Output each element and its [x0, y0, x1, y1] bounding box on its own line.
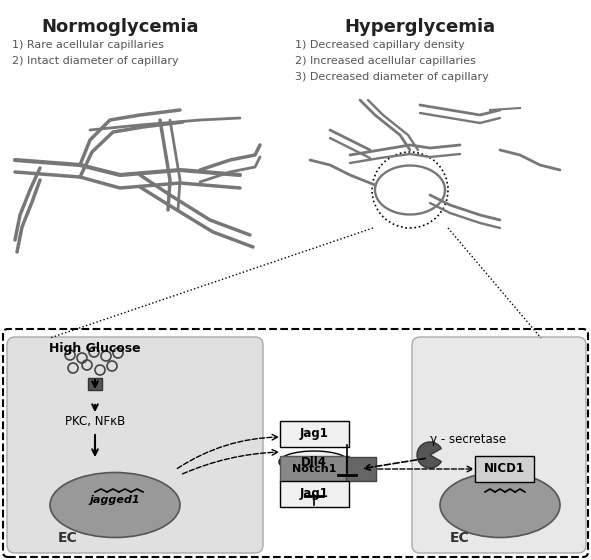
FancyBboxPatch shape [280, 481, 349, 507]
FancyBboxPatch shape [280, 421, 349, 447]
Text: NICD1: NICD1 [483, 463, 524, 475]
FancyBboxPatch shape [280, 456, 349, 482]
Text: PKC, NFκB: PKC, NFκB [65, 415, 125, 428]
Text: Hyperglycemia: Hyperglycemia [345, 18, 496, 36]
Ellipse shape [440, 473, 560, 538]
Text: 1) Rare acellular capillaries: 1) Rare acellular capillaries [12, 40, 164, 50]
Text: 2) Increased acellular capillaries: 2) Increased acellular capillaries [295, 56, 476, 66]
FancyBboxPatch shape [7, 337, 263, 553]
Text: High Glucose: High Glucose [49, 342, 141, 355]
Text: 3) Decreased diameter of capillary: 3) Decreased diameter of capillary [295, 72, 489, 82]
Text: EC: EC [450, 531, 470, 545]
Text: 2) Intact diameter of capillary: 2) Intact diameter of capillary [12, 56, 178, 66]
Text: Normoglycemia: Normoglycemia [41, 18, 199, 36]
Text: 1) Decreased capillary density: 1) Decreased capillary density [295, 40, 465, 50]
Text: Jag1: Jag1 [300, 427, 329, 441]
Text: jagged1: jagged1 [90, 495, 140, 505]
Wedge shape [417, 442, 441, 468]
FancyBboxPatch shape [412, 337, 586, 553]
Text: EC: EC [58, 531, 78, 545]
Ellipse shape [279, 451, 349, 473]
FancyBboxPatch shape [3, 329, 588, 557]
Text: Notch1: Notch1 [292, 464, 336, 474]
FancyBboxPatch shape [475, 456, 534, 482]
Text: Jag1: Jag1 [300, 488, 329, 501]
FancyBboxPatch shape [88, 378, 102, 390]
Text: γ - secretase: γ - secretase [430, 433, 506, 446]
FancyBboxPatch shape [346, 457, 376, 481]
Text: Dll4: Dll4 [301, 455, 327, 469]
Ellipse shape [50, 473, 180, 538]
